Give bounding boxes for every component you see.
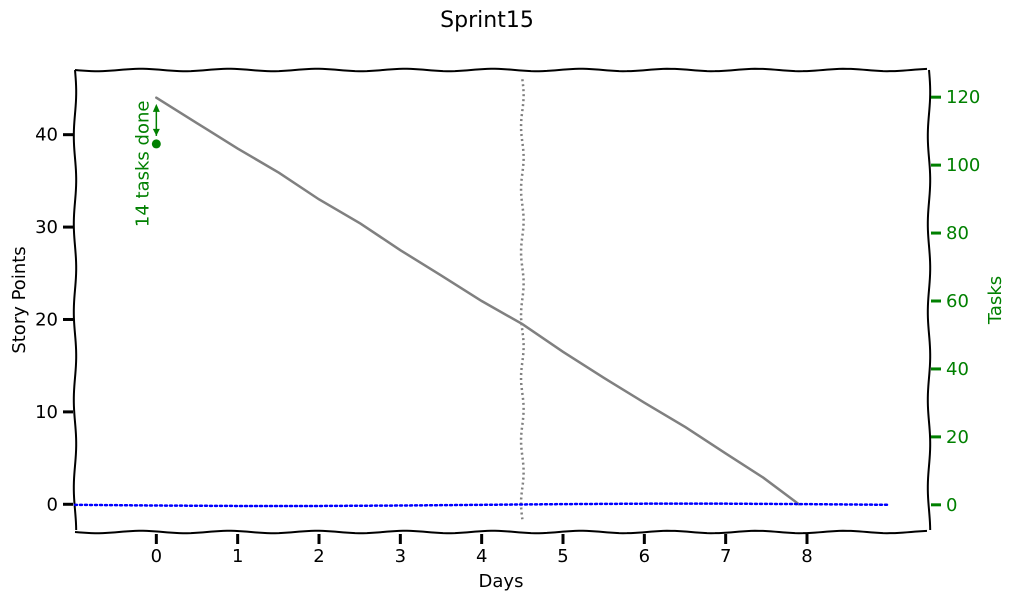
frame-bottom xyxy=(74,529,928,535)
x-tick-label: 1 xyxy=(232,546,243,567)
y-tick-label: 0 xyxy=(47,494,58,515)
y2-tick-label: 60 xyxy=(946,291,969,312)
y2-axis-label: Tasks xyxy=(985,276,1006,325)
series-lines xyxy=(73,96,890,508)
y-axis-right: 0 20 40 60 80 100 120 xyxy=(931,87,980,516)
annotation-label: 14 tasks done xyxy=(132,101,153,228)
y-tick-label: 20 xyxy=(35,309,58,330)
y-axis-left: 0 10 20 30 40 xyxy=(35,125,73,515)
reference-line xyxy=(519,79,525,520)
y-tick-label: 40 xyxy=(35,125,58,146)
x-tick-label: 3 xyxy=(395,546,406,567)
x-axis-label: Days xyxy=(479,571,524,592)
annotations: 14 tasks done xyxy=(132,101,161,228)
x-tick-label: 2 xyxy=(313,546,324,567)
plot-frame xyxy=(72,67,932,535)
y2-tick-label: 20 xyxy=(946,427,969,448)
y2-tick-label: 40 xyxy=(946,359,969,380)
x-axis: 0 1 2 3 4 5 6 7 8 xyxy=(151,534,813,567)
series-line-1 xyxy=(73,502,890,508)
x-tick-label: 0 xyxy=(151,546,162,567)
frame-top xyxy=(74,67,928,73)
y-axis-label: Story Points xyxy=(9,246,30,353)
series-line-0 xyxy=(155,96,801,506)
y2-tick-label: 100 xyxy=(946,155,980,176)
annotation-arrowhead-top xyxy=(152,103,160,112)
chart-title: Sprint15 xyxy=(440,8,534,33)
x-tick-label: 8 xyxy=(801,546,812,567)
x-tick-label: 6 xyxy=(639,546,650,567)
x-tick-label: 5 xyxy=(557,546,568,567)
y-tick-label: 10 xyxy=(35,402,58,423)
annotation-arrowhead-bottom xyxy=(152,128,160,136)
frame-right xyxy=(926,69,932,531)
frame-left xyxy=(72,69,78,531)
reference-lines xyxy=(519,79,525,520)
x-tick-label: 4 xyxy=(476,546,487,567)
y-tick-label: 30 xyxy=(35,217,58,238)
y2-tick-label: 120 xyxy=(946,87,980,108)
x-tick-label: 7 xyxy=(720,546,731,567)
annotation-point xyxy=(151,139,161,149)
y2-tick-label: 0 xyxy=(946,495,957,516)
y2-tick-label: 80 xyxy=(946,223,969,244)
